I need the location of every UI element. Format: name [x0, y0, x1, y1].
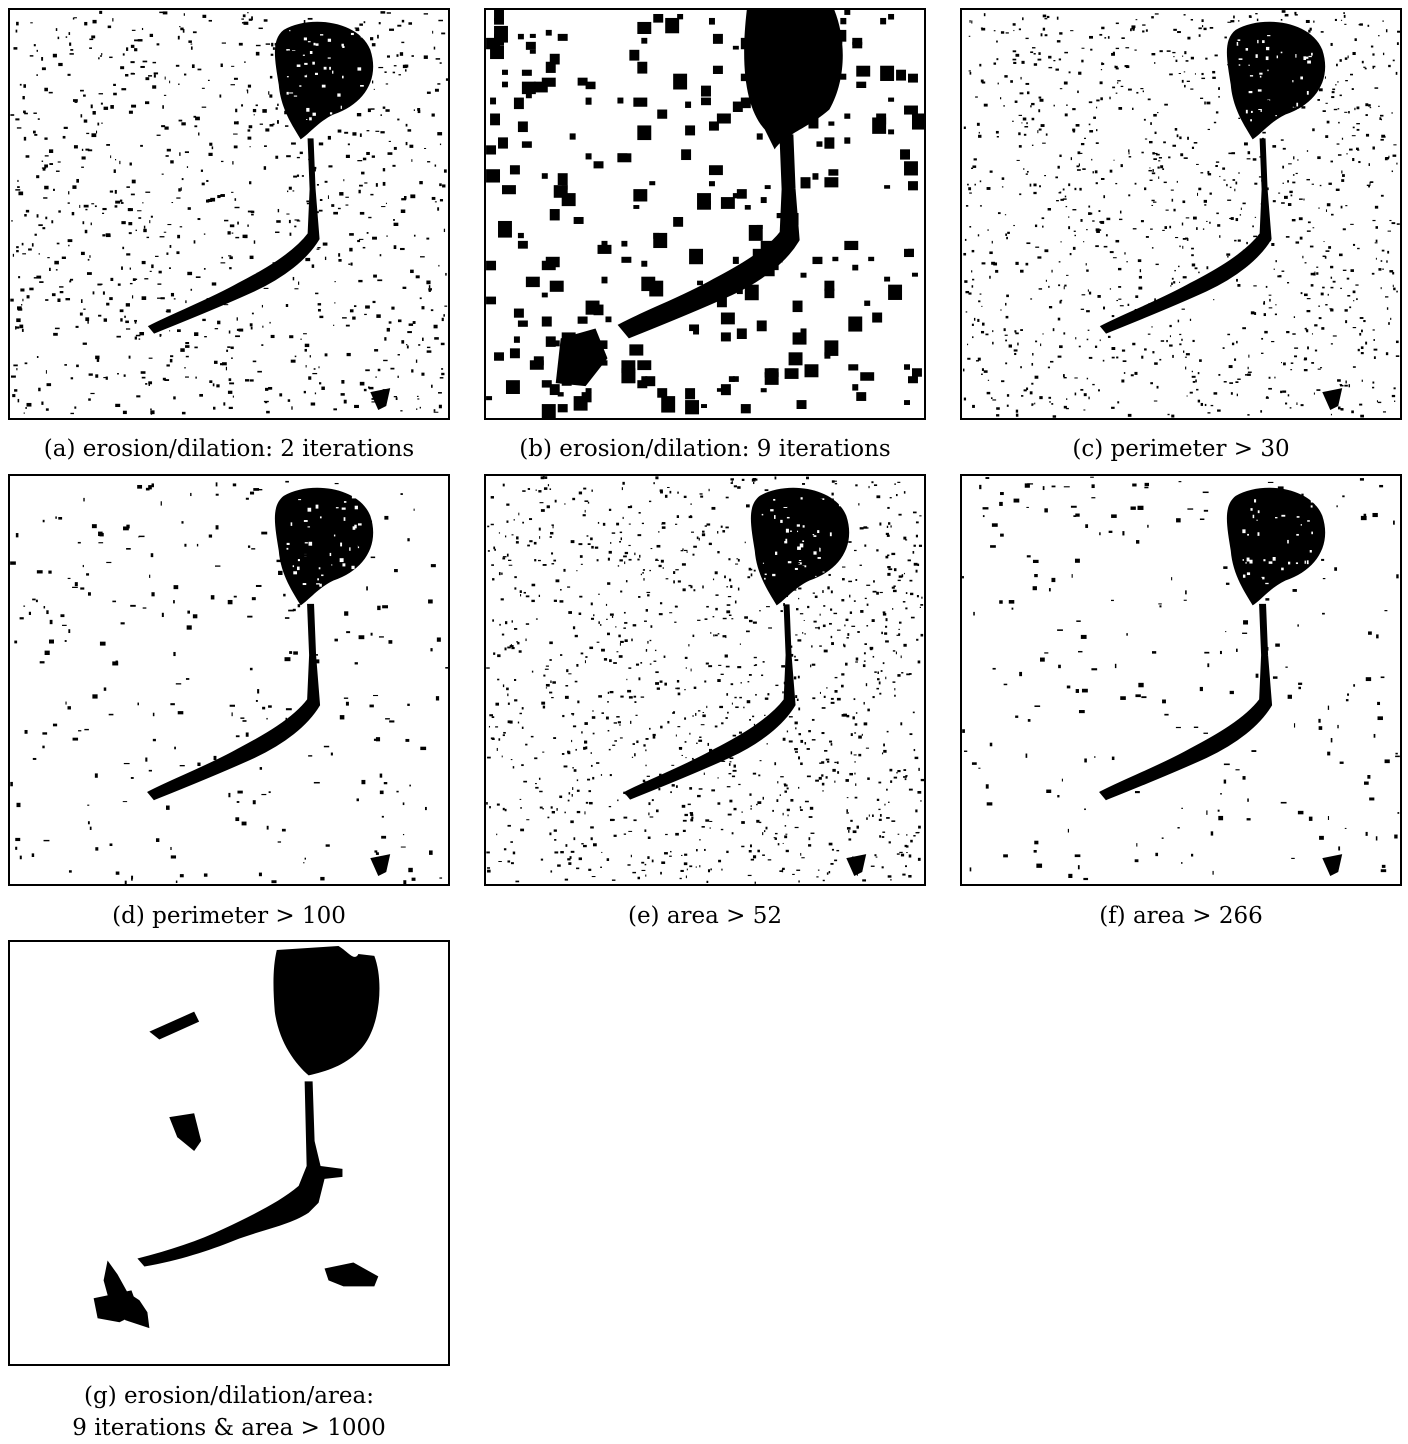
panel-g-caption-line-2: 9 iterations & area > 1000	[72, 1415, 386, 1441]
panel-f-caption: (f) area > 266	[1099, 903, 1263, 929]
panel-g-caption-line-1: (g) erosion/dilation/area:	[84, 1383, 374, 1409]
panel-b-image	[484, 8, 926, 420]
panel-d-binary-map	[10, 480, 448, 884]
panel-b-caption: (b) erosion/dilation: 9 iterations	[519, 436, 891, 462]
panel-c-image	[960, 8, 1402, 420]
panel-f-binary-map	[962, 476, 1400, 881]
panel-e-image	[484, 474, 926, 886]
panel-a-image	[8, 8, 450, 420]
panel-a-caption: (a) erosion/dilation: 2 iterations	[43, 436, 415, 462]
panel-c-binary-map	[962, 10, 1400, 418]
panel-e-binary-map	[486, 476, 924, 884]
panel-b-binary-map	[486, 10, 924, 418]
panel-f-image	[960, 474, 1402, 886]
panel-g-binary-map	[93, 945, 380, 1329]
panel-c-caption: (c) perimeter > 30	[1072, 436, 1290, 462]
panel-g-caption: (g) erosion/dilation/area: 9 iterations …	[8, 1380, 450, 1444]
panel-d-image	[8, 474, 450, 886]
panel-d-caption: (d) perimeter > 100	[112, 903, 346, 929]
panel-e-caption: (e) area > 52	[627, 903, 783, 929]
panel-g-image	[8, 940, 450, 1366]
panel-a-binary-map	[10, 10, 448, 415]
